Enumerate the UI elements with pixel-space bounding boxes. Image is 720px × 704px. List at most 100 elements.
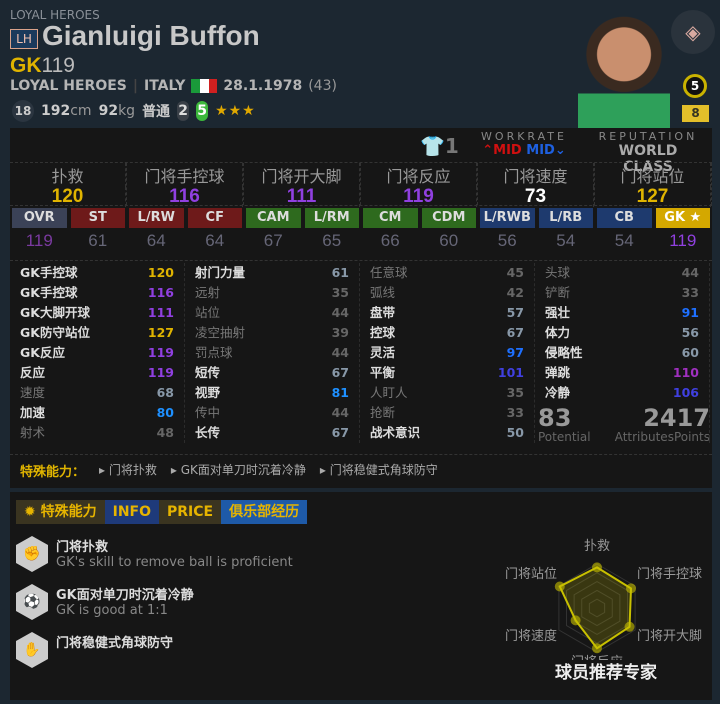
attribute-row: 抢断 33 <box>370 403 524 423</box>
tab-0[interactable]: ✹ 特殊能力 <box>16 500 105 524</box>
attribute-value: 127 <box>147 325 174 340</box>
watermark: 球员推荐专家 <box>555 663 657 683</box>
position-cell[interactable]: L/RM 65 <box>304 208 359 251</box>
attribute-row: 加速 80 <box>20 403 174 423</box>
position-rating: 119 <box>669 231 697 250</box>
attribute-row: GK防守站位 127 <box>20 323 174 343</box>
tab-1[interactable]: INFO <box>104 500 159 524</box>
position-rating: 54 <box>556 231 576 250</box>
attribute-name: 控球 <box>370 325 396 340</box>
position-cell[interactable]: CAM 67 <box>246 208 301 251</box>
nation: ITALY <box>144 78 186 94</box>
attribute-value: 119 <box>147 365 174 380</box>
height-unit: cm <box>70 103 92 119</box>
position-cell[interactable]: CF 64 <box>187 208 242 251</box>
attribute-value: 68 <box>156 385 174 400</box>
gk-stat-label: 门将开大脚 <box>244 163 360 187</box>
position-cell[interactable]: CB 54 <box>597 208 652 251</box>
attribute-row: 短传 67 <box>195 363 349 383</box>
position-badge: ST <box>70 208 125 228</box>
skill-desc: GK's skill to remove ball is proficient <box>56 555 293 570</box>
attribute-row: 射术 48 <box>20 423 174 443</box>
attribute-name: 侵略性 <box>545 345 583 360</box>
attribute-column: 头球 44 铲断 33 强壮 91 体力 56 侵略性 60 弹跳 110 冷静 106 <box>535 263 710 443</box>
attribute-value: 44 <box>331 305 349 320</box>
attribute-points: 2417 AttributesPoints <box>614 404 710 444</box>
age: (43) <box>308 78 337 94</box>
position-cell[interactable]: GK ★ 119 <box>655 208 710 251</box>
overall: 119 <box>41 54 75 77</box>
position-cell[interactable]: L/RWB 56 <box>480 208 535 251</box>
trait-item: ▸ GK面对单刀时沉着冷静 <box>171 461 306 480</box>
player-portrait <box>578 8 670 130</box>
radar-label: 门将速度 <box>505 628 557 644</box>
attribute-value: 67 <box>506 325 524 340</box>
attribute-value: 50 <box>506 425 524 440</box>
skill-item: ⚽ GK面对单刀时沉着冷静 GK is good at 1:1 <box>16 584 194 620</box>
position-cell[interactable]: L/RB 54 <box>538 208 593 251</box>
triangle-icon: ▸ <box>319 463 330 477</box>
reputation: REPUTATION WORLD CLASS <box>592 130 704 175</box>
attribute-value: 39 <box>331 325 349 340</box>
attribute-row: 战术意识 50 <box>370 423 524 443</box>
attribute-row: 控球 67 <box>370 323 524 343</box>
attribute-value: 42 <box>506 285 524 300</box>
trait-item: ▸ 门将稳健式角球防守 <box>320 461 438 480</box>
potential-value: 83 <box>538 404 572 432</box>
attribute-value: 44 <box>681 265 699 280</box>
gk-stat-value: 73 <box>478 187 594 207</box>
attribute-row: 盘带 57 <box>370 303 524 323</box>
diamond-crest-icon: ◈ <box>671 10 715 54</box>
player-name: Gianluigi Buffon <box>42 20 260 51</box>
position-cell[interactable]: CDM 60 <box>421 208 476 251</box>
position-badge: OVR <box>12 208 67 228</box>
gk-stat: 门将开大脚 111 <box>244 163 361 207</box>
potential-label: Potential <box>538 430 591 444</box>
skill-text: GK面对单刀时沉着冷静 GK is good at 1:1 <box>56 584 194 620</box>
skill-moves: 5 <box>196 101 209 121</box>
attribute-row: GK手控球 116 <box>20 283 174 303</box>
attribute-row: 头球 44 <box>545 263 699 283</box>
position-cell[interactable]: CM 66 <box>363 208 418 251</box>
tab-3[interactable]: 俱乐部经历 <box>221 500 308 524</box>
tab-2[interactable]: PRICE <box>159 500 222 524</box>
attribute-value: 91 <box>681 305 699 320</box>
attribute-value: 35 <box>331 285 349 300</box>
gk-stat: 门将站位 127 <box>595 163 712 207</box>
attribute-column: GK手控球 120 GK手控球 116 GK大脚开球 111 GK防守站位 127 GK反应 11… <box>10 263 185 443</box>
attribute-value: 81 <box>331 385 349 400</box>
attribute-value: 119 <box>147 345 174 360</box>
position-cell[interactable]: OVR 119 <box>12 208 67 251</box>
star-rating: ★★★ <box>215 103 256 119</box>
attribute-value: 33 <box>506 405 524 420</box>
position-cell[interactable]: ST 61 <box>70 208 125 251</box>
position-badge: L/RWB <box>480 208 535 228</box>
reputation-label: REPUTATION <box>598 130 698 143</box>
skill-item: ✊ 门将扑救 GK's skill to remove ball is profic… <box>16 536 293 572</box>
radar-point <box>554 581 565 592</box>
team: LOYAL HEROES <box>10 78 127 94</box>
attribute-name: 站位 <box>195 305 221 320</box>
position-rating: 65 <box>322 231 342 250</box>
attribute-row: 弧线 42 <box>370 283 524 303</box>
attribute-row: 视野 81 <box>195 383 349 403</box>
season-label: LOYAL HEROES <box>10 8 100 22</box>
trait-label: GK面对单刀时沉着冷静 <box>180 463 306 477</box>
enhance-badge: 8 <box>682 105 709 122</box>
weak-foot: 2 <box>177 101 190 121</box>
attribute-value: 60 <box>681 345 699 360</box>
skill-item: ✋ 门将稳健式角球防守 <box>16 632 173 668</box>
attribute-row: GK大脚开球 111 <box>20 303 174 323</box>
attribute-value: 56 <box>681 325 699 340</box>
detail-tabs: ✹ 特殊能力 INFO PRICE 俱乐部经历 <box>16 500 308 524</box>
attribute-name: GK手控球 <box>20 285 78 300</box>
attribute-points-label: AttributesPoints <box>614 430 710 444</box>
position-badge: L/RM <box>304 208 359 228</box>
attribute-value: 44 <box>331 345 349 360</box>
attribute-name: 头球 <box>545 265 571 280</box>
position-badge: CAM <box>246 208 301 228</box>
attribute-row: 平衡 101 <box>370 363 524 383</box>
attribute-name: 传中 <box>195 405 221 420</box>
attribute-row: 任意球 45 <box>370 263 524 283</box>
position-cell[interactable]: L/RW 64 <box>129 208 184 251</box>
